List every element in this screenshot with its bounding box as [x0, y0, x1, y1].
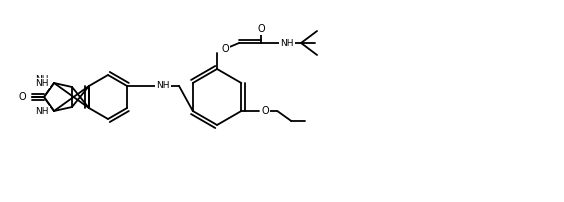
Text: NH: NH	[36, 79, 49, 87]
Text: NH: NH	[36, 109, 49, 119]
Text: O: O	[262, 106, 269, 116]
Text: O: O	[19, 92, 26, 102]
Text: O: O	[19, 92, 26, 102]
Text: NH: NH	[36, 106, 49, 116]
Text: NH: NH	[280, 39, 294, 47]
Text: NH: NH	[156, 81, 170, 90]
Text: O: O	[257, 24, 265, 34]
Text: NH: NH	[36, 76, 49, 84]
Text: O: O	[221, 44, 229, 54]
